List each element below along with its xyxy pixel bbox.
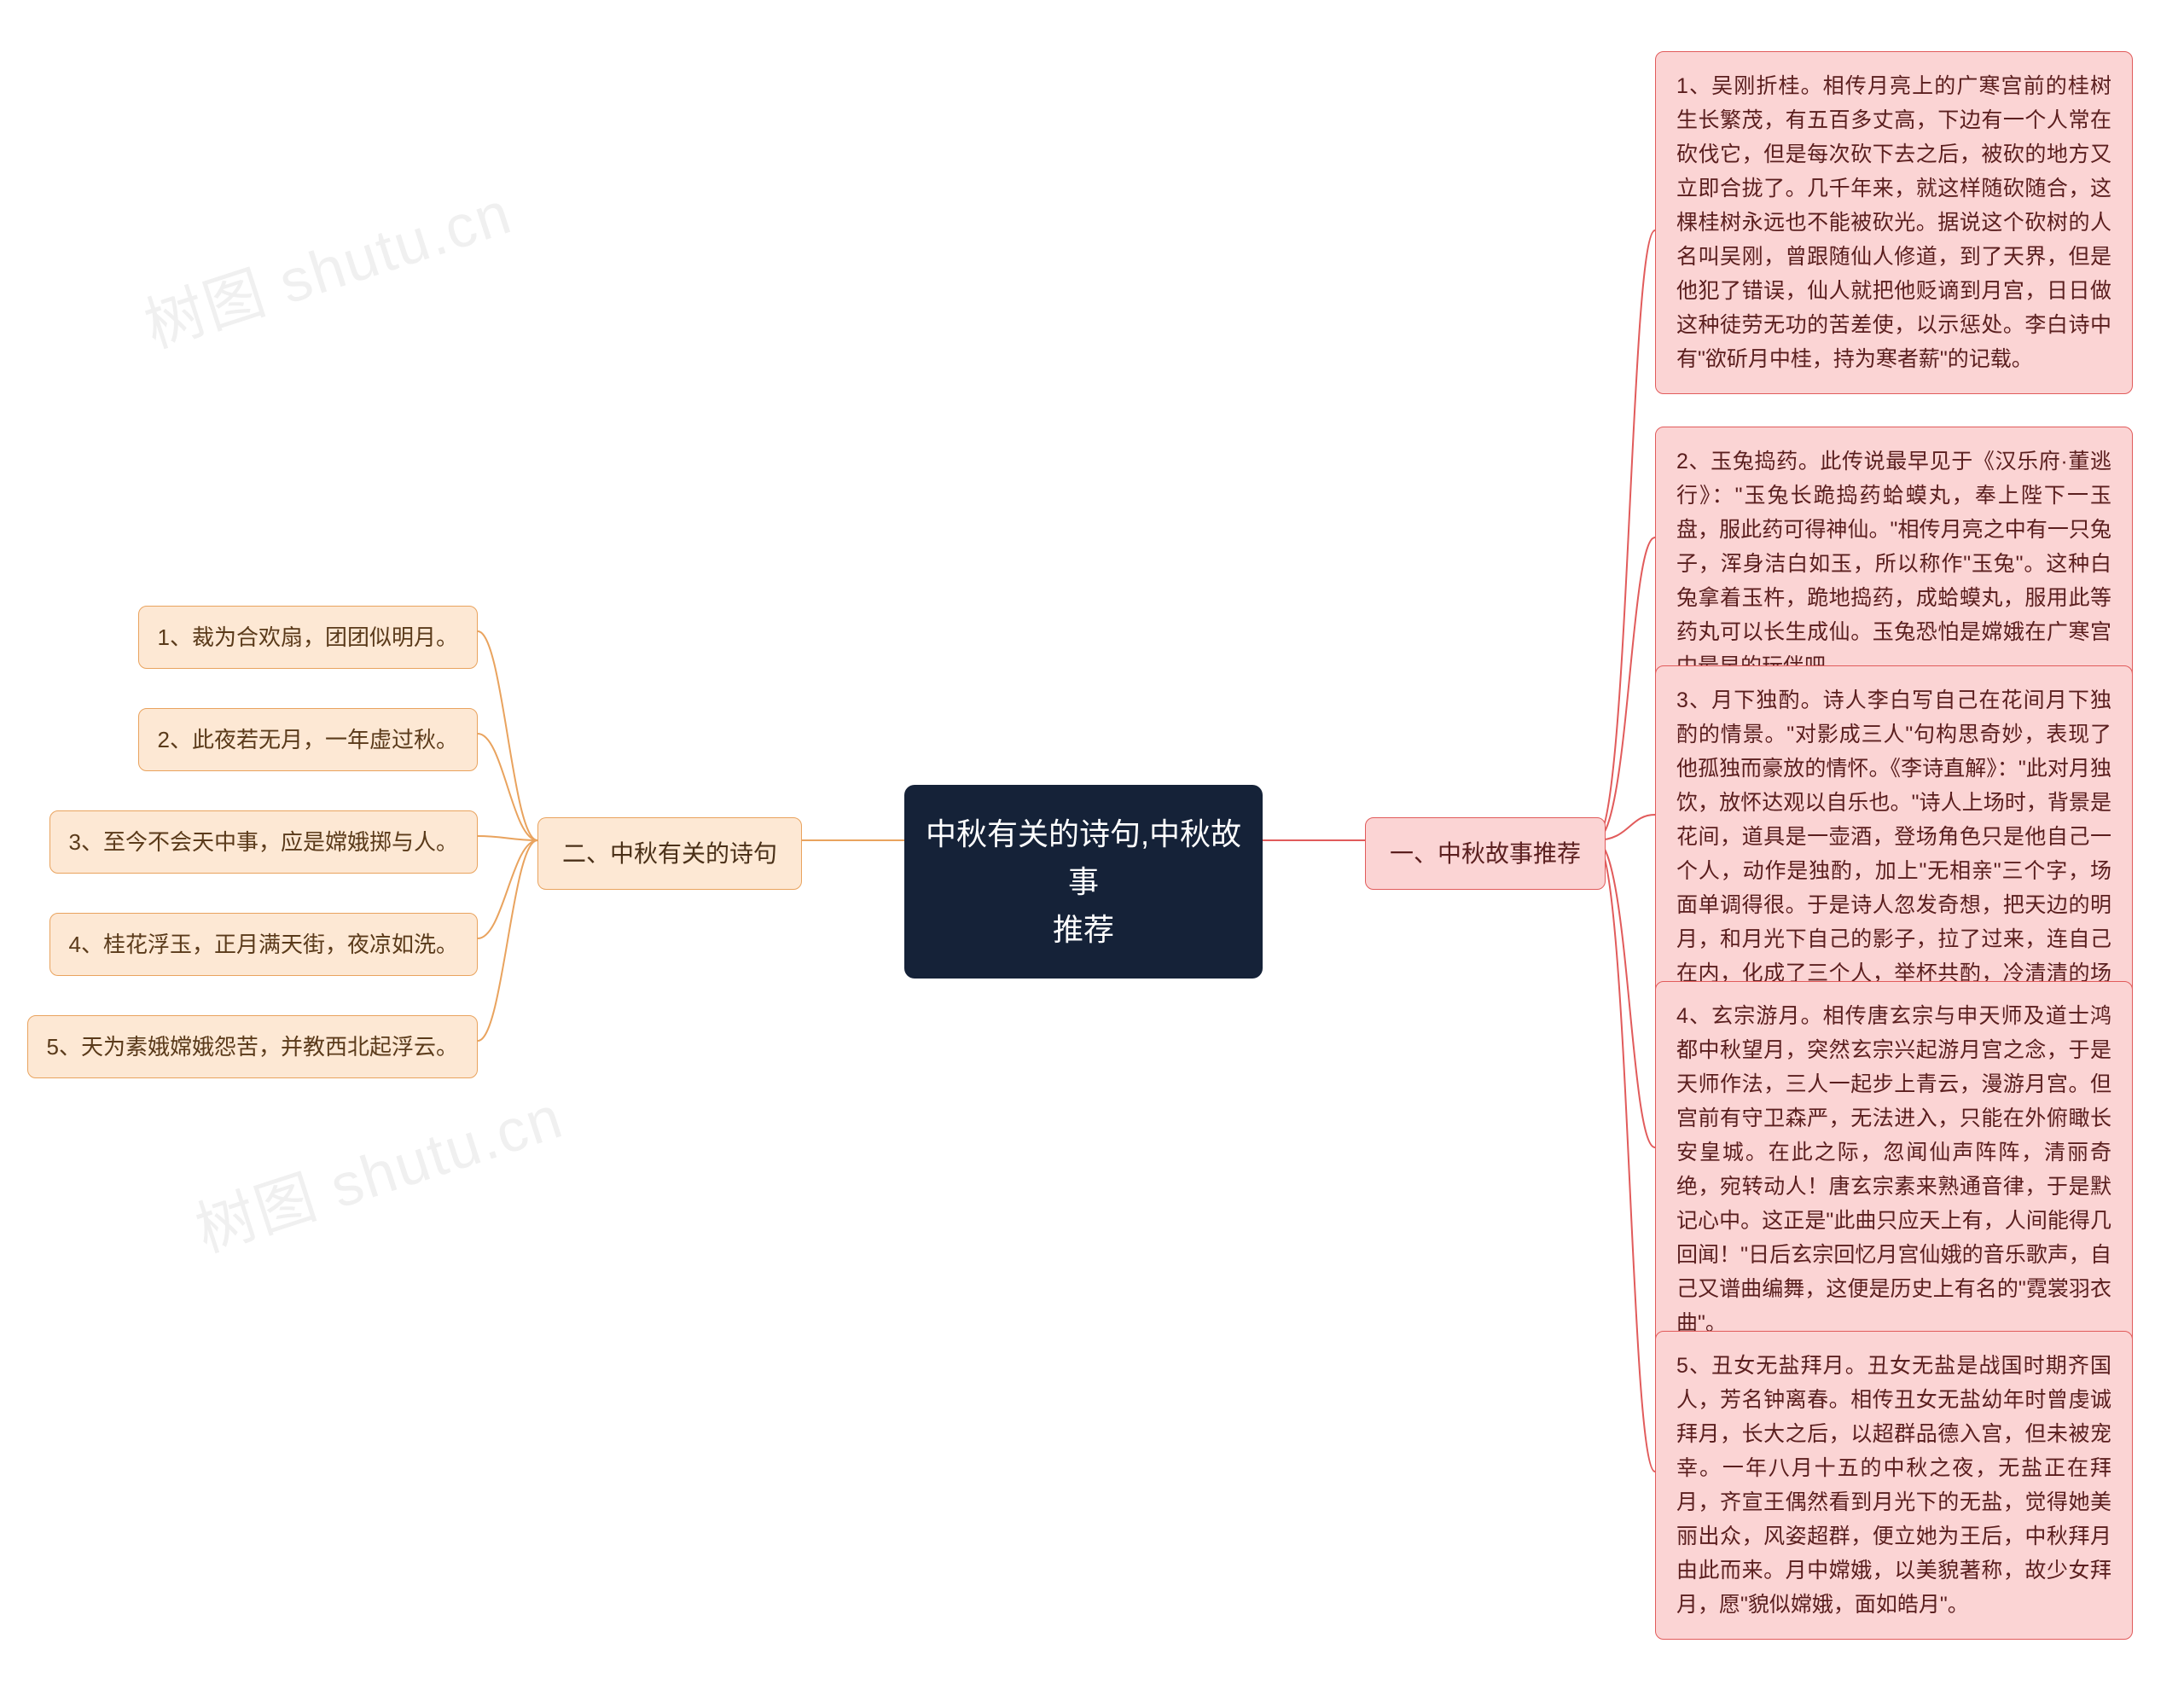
right-leaf-1[interactable]: 1、吴刚折桂。相传月亮上的广寒宫前的桂树生长繁茂，有五百多丈高，下边有一个人常在… bbox=[1655, 51, 2133, 394]
watermark: 树图 shutu.cn bbox=[183, 1070, 572, 1269]
branch-right-label: 一、中秋故事推荐 bbox=[1390, 840, 1581, 867]
root-title-line2: 推荐 bbox=[921, 906, 1246, 954]
branch-left[interactable]: 二、中秋有关的诗句 bbox=[537, 817, 802, 890]
left-leaf-1[interactable]: 1、裁为合欢扇，团团似明月。 bbox=[138, 606, 478, 669]
left-leaf-4[interactable]: 4、桂花浮玉，正月满天街，夜凉如洗。 bbox=[49, 913, 478, 976]
left-leaf-2[interactable]: 2、此夜若无月，一年虚过秋。 bbox=[138, 708, 478, 771]
right-leaf-2[interactable]: 2、玉兔捣药。此传说最早见于《汉乐府·董逃行》："玉兔长跪捣药蛤蟆丸，奉上陛下一… bbox=[1655, 427, 2133, 701]
right-leaf-4[interactable]: 4、玄宗游月。相传唐玄宗与申天师及道士鸿都中秋望月，突然玄宗兴起游月宫之念，于是… bbox=[1655, 981, 2133, 1358]
right-leaf-5[interactable]: 5、丑女无盐拜月。丑女无盐是战国时期齐国人，芳名钟离春。相传丑女无盐幼年时曾虔诚… bbox=[1655, 1331, 2133, 1640]
watermark: 树图 shutu.cn bbox=[132, 166, 520, 365]
branch-left-label: 二、中秋有关的诗句 bbox=[562, 840, 777, 867]
root-title-line1: 中秋有关的诗句,中秋故事 bbox=[921, 810, 1246, 906]
left-leaf-5[interactable]: 5、天为素娥嫦娥怨苦，并教西北起浮云。 bbox=[27, 1015, 478, 1078]
branch-right[interactable]: 一、中秋故事推荐 bbox=[1365, 817, 1606, 890]
left-leaf-3[interactable]: 3、至今不会天中事，应是嫦娥掷与人。 bbox=[49, 810, 478, 874]
root-node[interactable]: 中秋有关的诗句,中秋故事 推荐 bbox=[904, 785, 1263, 979]
